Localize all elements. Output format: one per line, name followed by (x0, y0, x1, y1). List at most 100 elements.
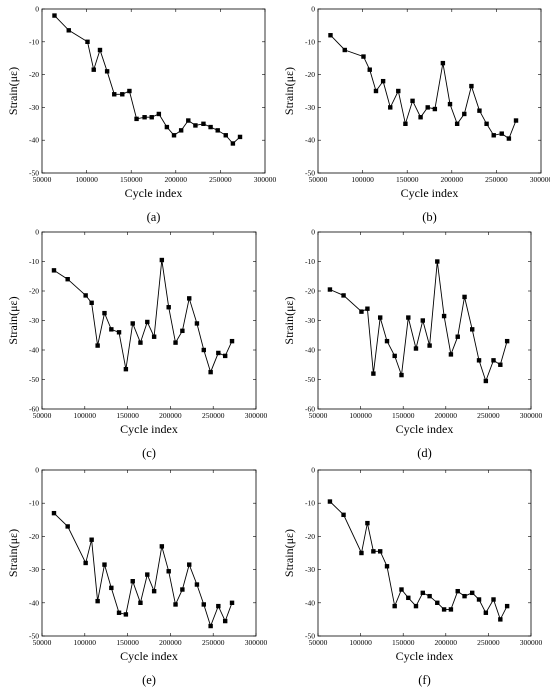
panel-caption: (a) (147, 210, 161, 224)
data-point-marker (230, 141, 236, 146)
y-axis-label: Strain(με) (6, 67, 20, 115)
data-point-marker (145, 572, 150, 577)
data-point-marker (477, 108, 482, 113)
chart-panel-a: 50000 100000 150000 200000 250000 300000 0 -10 -… (6, 5, 277, 225)
data-point-marker (498, 617, 503, 622)
plot-frame (317, 8, 542, 174)
data-point-marker (392, 353, 397, 359)
y-tick-label: -30 (305, 565, 315, 574)
data-point-marker (420, 590, 425, 596)
data-point-marker (513, 118, 519, 123)
x-tick-label: 200000 (441, 175, 464, 184)
panel-caption: (d) (417, 446, 432, 460)
x-tick-label: 250000 (202, 411, 225, 420)
x-tick-label: 200000 (165, 175, 188, 184)
y-tick-label: -60 (29, 405, 39, 414)
data-point-marker (499, 131, 504, 136)
x-tick-label: 250000 (209, 175, 232, 184)
data-point-marker (406, 595, 411, 601)
y-tick-label: -30 (29, 316, 39, 325)
x-tick-label: 300000 (245, 638, 268, 647)
data-point-marker (102, 562, 107, 567)
data-point-marker (476, 358, 482, 363)
data-point-marker (377, 549, 383, 554)
data-point-marker (65, 524, 70, 529)
data-point-marker (130, 579, 135, 584)
data-point-marker (52, 13, 57, 18)
x-tick-label: 300000 (245, 411, 268, 420)
data-point-marker (399, 587, 404, 592)
data-point-marker (384, 338, 390, 344)
data-point-marker (504, 338, 510, 344)
data-point-marker (112, 92, 117, 97)
x-tick-label: 100000 (351, 175, 374, 184)
data-point-marker (491, 358, 496, 363)
y-tick-label: 0 (311, 228, 315, 237)
data-point-marker (483, 610, 489, 615)
data-point-marker (149, 115, 154, 120)
y-tick-label: -10 (29, 257, 39, 266)
data-point-marker (420, 318, 425, 323)
data-point-marker (392, 603, 397, 609)
data-point-marker (413, 346, 419, 351)
data-point-marker (104, 69, 110, 74)
data-point-marker (95, 598, 100, 604)
data-point-marker (506, 136, 512, 141)
data-point-marker (410, 98, 415, 104)
data-point-marker (441, 313, 447, 319)
data-point-marker (116, 610, 122, 615)
data-point-marker (151, 588, 157, 594)
y-tick-label: -50 (305, 375, 315, 384)
y-tick-label: -40 (29, 346, 39, 355)
data-point-marker (388, 105, 393, 110)
data-point-marker (432, 106, 438, 112)
x-tick-label: 50000 (309, 638, 328, 647)
data-point-marker (396, 88, 401, 94)
y-tick-label: 0 (311, 466, 315, 475)
data-point-marker (187, 296, 192, 301)
x-tick-label: 250000 (485, 175, 508, 184)
data-point-marker (425, 105, 430, 110)
data-point-marker (373, 88, 379, 94)
y-tick-label: -30 (305, 103, 315, 112)
data-point-marker (440, 60, 446, 66)
data-point-marker (89, 300, 94, 305)
panel-caption: (f) (418, 673, 431, 687)
x-tick-label: 250000 (202, 638, 225, 647)
data-point-marker (208, 124, 213, 130)
data-point-marker (180, 328, 185, 334)
y-tick-label: -60 (305, 405, 315, 414)
plot-frame (317, 469, 532, 637)
data-point-marker (367, 67, 372, 72)
data-point-marker (83, 560, 88, 566)
data-point-marker (427, 343, 432, 348)
data-point-marker (341, 293, 346, 298)
y-tick-label: -40 (29, 136, 39, 145)
data-point-marker (65, 277, 70, 282)
x-tick-label: 150000 (116, 638, 139, 647)
x-tick-label: 150000 (120, 175, 143, 184)
data-point-marker (187, 562, 192, 567)
data-point-marker (138, 340, 143, 345)
y-tick-label: 0 (35, 228, 39, 237)
y-axis-label: Strain(με) (282, 67, 296, 115)
plot-frame (41, 8, 266, 174)
data-point-marker (95, 343, 100, 348)
data-point-marker (448, 352, 454, 357)
y-tick-label: -20 (29, 532, 39, 541)
x-tick-label: 300000 (254, 175, 277, 184)
data-point-marker (327, 287, 333, 292)
data-point-marker (498, 362, 503, 367)
data-point-marker (470, 590, 475, 596)
data-point-marker (89, 537, 94, 542)
x-tick-label: 200000 (159, 638, 182, 647)
x-tick-label: 100000 (349, 638, 372, 647)
data-point-marker (194, 582, 200, 587)
panels: 50000 100000 150000 200000 250000 300000 0 -10 -… (6, 5, 550, 688)
data-point-marker (484, 121, 489, 126)
data-point-marker (166, 305, 171, 310)
chart-panel-e: 50000 100000 150000 200000 250000 300000 0 -10 -… (6, 466, 268, 688)
data-point-marker (123, 366, 129, 372)
data-point-marker (216, 350, 221, 356)
y-tick-label: -20 (29, 287, 39, 296)
